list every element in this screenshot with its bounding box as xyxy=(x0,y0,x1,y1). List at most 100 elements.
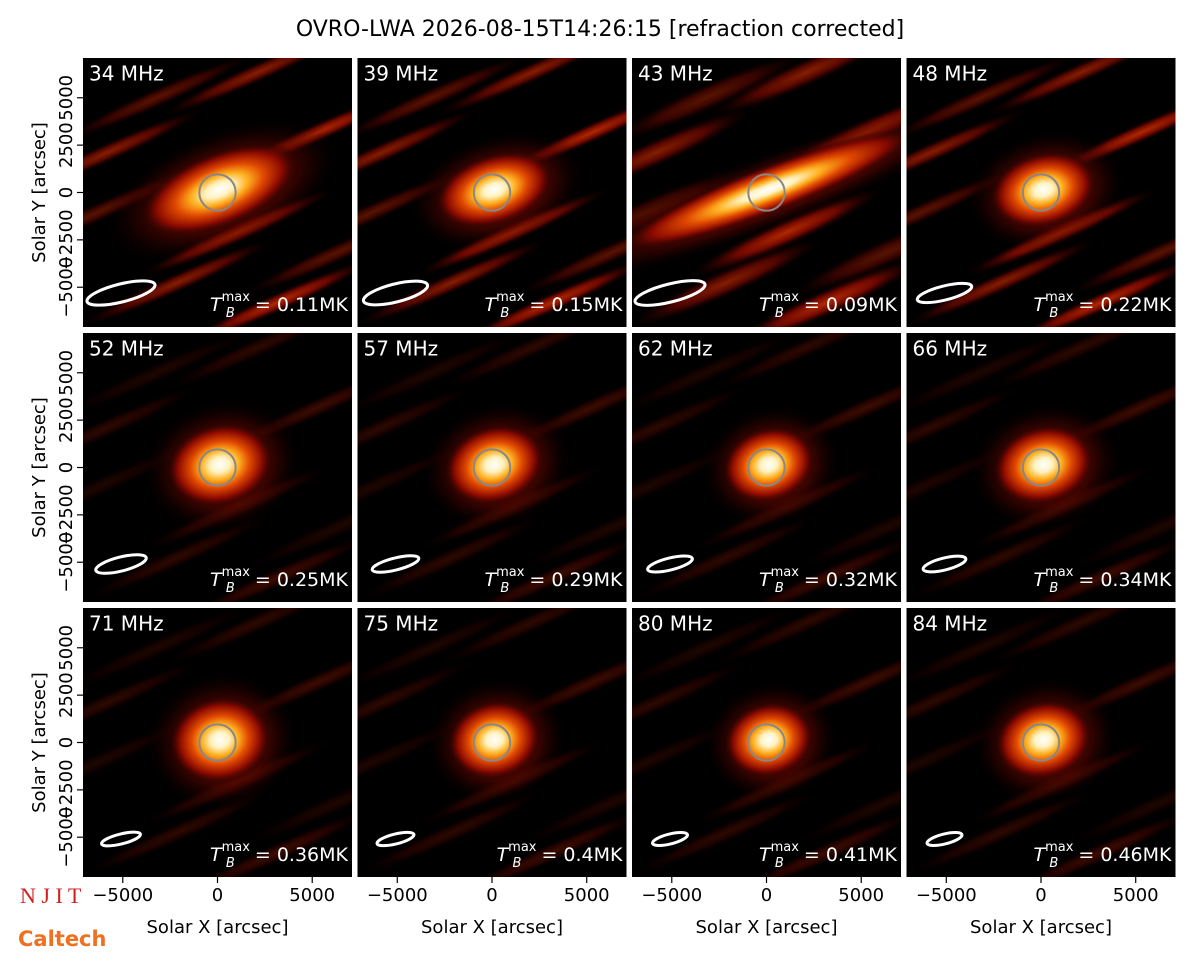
emission-streak xyxy=(785,481,901,574)
emission-core xyxy=(168,695,272,785)
emission-core xyxy=(989,150,1098,230)
y-tick-label: 5000 xyxy=(56,625,77,671)
annotation-superscript: max xyxy=(1045,290,1074,305)
y-tick-label: 2500 xyxy=(56,672,77,718)
logo-caltech: Caltech xyxy=(18,927,106,951)
emission-streak xyxy=(632,105,758,200)
solar-disk xyxy=(1021,723,1061,762)
emission-streak xyxy=(725,806,901,877)
emission-streak xyxy=(906,333,1082,419)
annotation-superscript: max xyxy=(222,290,251,305)
emission-streak xyxy=(83,656,209,749)
solar-disk xyxy=(747,723,786,762)
y-tick-label: 5000 xyxy=(56,75,77,121)
emission-streak xyxy=(632,716,748,809)
emission-streak xyxy=(632,235,828,327)
emission-streak xyxy=(236,206,352,299)
emission-streak xyxy=(83,58,259,144)
emission-streak xyxy=(705,333,901,394)
emission-streak xyxy=(357,511,553,602)
y-tick-label: 0 xyxy=(56,187,77,198)
annotation-subscript: B xyxy=(500,306,509,321)
panel-title: 71 MHz xyxy=(89,612,164,636)
annotation-symbol: T xyxy=(210,844,223,866)
annotation-text: = 0.32MK xyxy=(798,569,898,591)
emission-streak xyxy=(632,58,808,145)
emission-streak xyxy=(906,511,1102,602)
annotation-superscript: max xyxy=(496,565,525,580)
y-tick-label: 0 xyxy=(56,737,77,748)
emission-streak xyxy=(1000,256,1176,327)
beam xyxy=(94,553,148,575)
emission-streak xyxy=(83,381,209,474)
tb-max-annotation: Tmax B = 0.36MK xyxy=(210,840,349,871)
emission-streak xyxy=(511,481,627,574)
emission-streak xyxy=(83,333,259,419)
beam xyxy=(650,830,690,848)
beam xyxy=(915,281,974,305)
panel xyxy=(83,608,352,877)
emission-streak xyxy=(705,58,901,120)
tb-max-annotation: Tmax B = 0.4MK xyxy=(497,840,623,871)
y-tick-label: −2500 xyxy=(56,759,77,820)
emission-core xyxy=(992,423,1095,506)
emission-streak xyxy=(357,58,533,144)
tb-max-annotation: Tmax B = 0.15MK xyxy=(484,290,623,321)
y-tick-label: −5000 xyxy=(56,807,77,868)
emission-streak xyxy=(632,441,748,534)
emission-streak xyxy=(906,58,1082,144)
annotation-subscript: B xyxy=(500,581,509,596)
emission-streak xyxy=(431,333,627,394)
emission-streak xyxy=(511,756,627,849)
x-tick-label: 5000 xyxy=(1113,885,1159,906)
panel-title: 75 MHz xyxy=(364,612,439,636)
y-tick-label: −5000 xyxy=(56,532,77,593)
emission-streak xyxy=(632,656,758,749)
panel xyxy=(632,608,901,877)
y-tick-label: −2500 xyxy=(56,209,77,270)
annotation-superscript: max xyxy=(771,565,800,580)
beam xyxy=(375,830,416,848)
annotation-superscript: max xyxy=(1045,565,1074,580)
solar-disk xyxy=(1021,448,1061,487)
panel xyxy=(632,333,901,602)
annotation-subscript: B xyxy=(226,581,235,596)
tb-max-annotation: Tmax B = 0.34MK xyxy=(1033,565,1172,596)
solar-disk xyxy=(198,173,237,212)
annotation-text: = 0.15MK xyxy=(523,294,623,316)
panel-title: 48 MHz xyxy=(913,62,988,86)
emission-core xyxy=(434,150,555,229)
tb-max-annotation: Tmax B = 0.25MK xyxy=(210,565,349,596)
x-tick-label: 5000 xyxy=(289,885,335,906)
annotation-text: = 0.11MK xyxy=(249,294,349,316)
panel-title: 57 MHz xyxy=(364,337,439,361)
x-tick-label: 5000 xyxy=(564,885,610,906)
emission-streak xyxy=(156,333,352,394)
emission-core xyxy=(446,699,542,781)
emission-streak xyxy=(357,716,473,809)
annotation-superscript: max xyxy=(508,840,537,855)
annotation-superscript: max xyxy=(771,290,800,305)
y-tick-label: 2500 xyxy=(56,397,77,443)
logo-njit: N J I T xyxy=(20,883,82,908)
emission-streak xyxy=(83,608,259,694)
annotation-symbol: T xyxy=(1033,569,1046,591)
annotation-subscript: B xyxy=(775,856,784,871)
solar-disk xyxy=(472,723,512,762)
panel-title: 43 MHz xyxy=(638,62,713,86)
solar-disk xyxy=(747,448,786,487)
annotation-subscript: B xyxy=(1049,306,1058,321)
annotation-subscript: B xyxy=(775,306,784,321)
emission-streak xyxy=(1060,206,1176,299)
x-tick-label: −5000 xyxy=(92,885,153,906)
y-tick-label: −5000 xyxy=(56,257,77,318)
annotation-text: = 0.36MK xyxy=(249,844,349,866)
emission-streak xyxy=(785,756,901,849)
annotation-subscript: B xyxy=(1049,581,1058,596)
y-tick-label: 2500 xyxy=(56,122,77,168)
emission-streak xyxy=(357,106,483,199)
panel xyxy=(906,333,1176,602)
emission-streak xyxy=(906,236,1102,327)
panel xyxy=(906,608,1176,877)
x-tick-label: 5000 xyxy=(838,885,884,906)
